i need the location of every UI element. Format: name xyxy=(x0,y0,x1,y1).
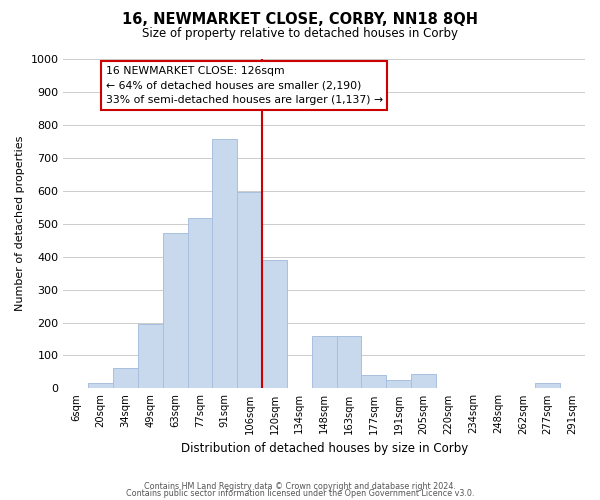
Bar xyxy=(138,324,163,388)
Text: 16, NEWMARKET CLOSE, CORBY, NN18 8QH: 16, NEWMARKET CLOSE, CORBY, NN18 8QH xyxy=(122,12,478,28)
Bar xyxy=(386,380,411,388)
Text: Contains public sector information licensed under the Open Government Licence v3: Contains public sector information licen… xyxy=(126,489,474,498)
Text: Size of property relative to detached houses in Corby: Size of property relative to detached ho… xyxy=(142,28,458,40)
Bar xyxy=(337,336,361,388)
X-axis label: Distribution of detached houses by size in Corby: Distribution of detached houses by size … xyxy=(181,442,468,455)
Bar xyxy=(212,139,237,388)
Bar xyxy=(163,233,188,388)
Bar xyxy=(312,336,337,388)
Bar xyxy=(262,260,287,388)
Bar xyxy=(88,384,113,388)
Bar xyxy=(411,374,436,388)
Bar xyxy=(535,384,560,388)
Bar xyxy=(361,374,386,388)
Text: 16 NEWMARKET CLOSE: 126sqm
← 64% of detached houses are smaller (2,190)
33% of s: 16 NEWMARKET CLOSE: 126sqm ← 64% of deta… xyxy=(106,66,383,105)
Text: Contains HM Land Registry data © Crown copyright and database right 2024.: Contains HM Land Registry data © Crown c… xyxy=(144,482,456,491)
Bar xyxy=(113,368,138,388)
Bar xyxy=(237,192,262,388)
Bar xyxy=(188,218,212,388)
Y-axis label: Number of detached properties: Number of detached properties xyxy=(15,136,25,312)
